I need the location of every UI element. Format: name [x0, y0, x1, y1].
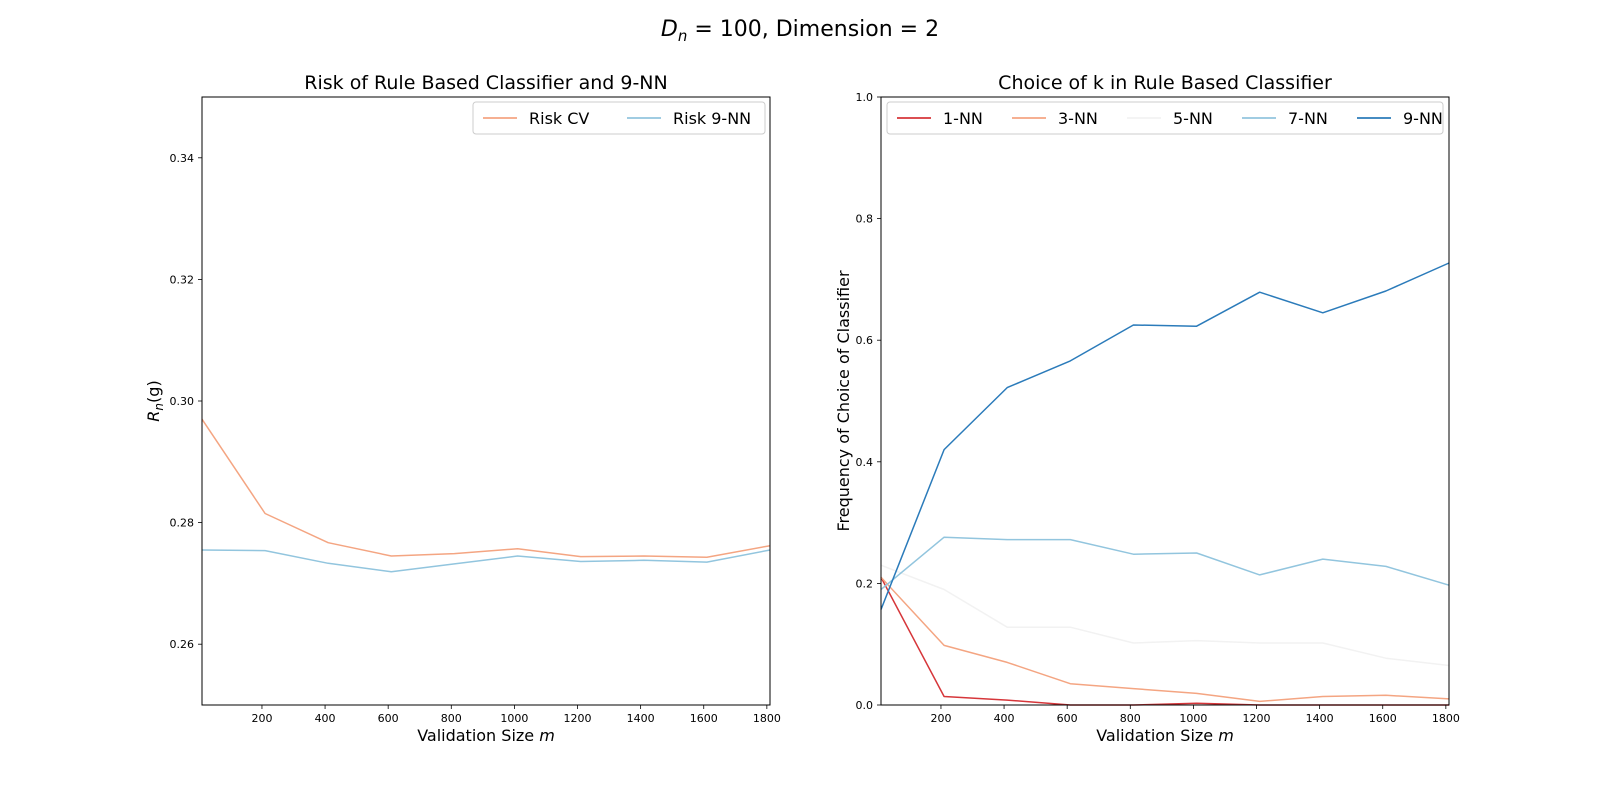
right-legend-label-5-nn: 5-NN	[1173, 109, 1213, 128]
left-x-tick-label: 200	[251, 712, 272, 725]
right-series-line-3-nn	[880, 576, 1450, 703]
right-series-line-5-nn	[880, 564, 1450, 667]
right-x-tick-label: 1000	[1179, 712, 1207, 725]
left-x-tick-label: 400	[315, 712, 336, 725]
left-axes-frame	[201, 96, 771, 706]
right-x-tick-label: 1400	[1306, 712, 1334, 725]
left-chart-panel: Risk of Rule Based Classifier and 9-NN 2…	[144, 72, 781, 745]
right-y-tick-label: 0.0	[856, 699, 874, 712]
left-x-tick-label: 1400	[627, 712, 655, 725]
left-legend: Risk CV Risk 9-NN	[472, 101, 766, 135]
left-y-tick-label: 0.26	[170, 638, 195, 651]
left-y-tick-label: 0.32	[170, 273, 195, 286]
right-y-tick-label: 0.4	[856, 456, 874, 469]
right-series-line-9-nn	[880, 262, 1450, 610]
right-legend-label-7-nn: 7-NN	[1288, 109, 1328, 128]
right-legend: 1-NN 3-NN 5-NN 7-NN 9-NN	[886, 101, 1444, 135]
right-y-tick-label: 0.8	[856, 213, 874, 226]
left-y-tick-label: 0.28	[170, 517, 195, 530]
figure-suptitle: Dn = 100, Dimension = 2	[661, 17, 939, 45]
left-legend-label-risk-9-nn: Risk 9-NN	[673, 109, 751, 128]
right-x-tick-label: 1800	[1432, 712, 1460, 725]
left-plot-area: 200 400 600 800 1000 1200 1400 1600 1800 0.26 0.28…	[170, 152, 781, 725]
right-series-line-7-nn	[880, 536, 1450, 591]
right-x-axis-label: Validation Size m	[1096, 726, 1234, 745]
left-y-axis-label: Rn(g)	[144, 380, 166, 421]
left-x-tick-label: 1000	[500, 712, 528, 725]
left-x-tick-label: 600	[378, 712, 399, 725]
left-x-tick-label: 1600	[690, 712, 718, 725]
right-y-tick-label: 0.6	[856, 334, 874, 347]
right-legend-label-1-nn: 1-NN	[943, 109, 983, 128]
left-legend-label-risk-cv: Risk CV	[529, 109, 589, 128]
left-x-tick-label: 800	[441, 712, 462, 725]
left-y-tick-label: 0.34	[170, 152, 195, 165]
left-legend-frame	[472, 101, 766, 135]
right-x-tick-label: 1600	[1369, 712, 1397, 725]
right-chart-title: Choice of k in Rule Based Classifier	[998, 72, 1332, 94]
right-legend-frame	[886, 101, 1444, 135]
right-x-tick-label: 800	[1120, 712, 1141, 725]
right-y-tick-label: 0.2	[856, 577, 874, 590]
right-plot-area: 200 400 600 800 1000 1200 1400 1600 1800 0.0 0.2 0.…	[856, 91, 1460, 725]
right-y-tick-label: 1.0	[856, 91, 874, 104]
left-x-axis-label: Validation Size m	[417, 726, 555, 745]
right-x-tick-label: 200	[930, 712, 951, 725]
left-chart-title: Risk of Rule Based Classifier and 9-NN	[304, 72, 667, 94]
left-series-line-risk-9-nn	[201, 549, 771, 573]
right-x-tick-label: 400	[994, 712, 1015, 725]
right-legend-label-3-nn: 3-NN	[1058, 109, 1098, 128]
left-x-tick-label: 1200	[564, 712, 592, 725]
left-x-tick-label: 1800	[753, 712, 781, 725]
right-y-axis-label: Frequency of Choice of Classifier	[834, 270, 853, 531]
left-y-tick-label: 0.30	[170, 395, 195, 408]
right-legend-label-9-nn: 9-NN	[1403, 109, 1443, 128]
right-axes-frame	[880, 96, 1450, 706]
left-series-line-risk-cv	[201, 418, 771, 559]
right-x-tick-label: 600	[1057, 712, 1078, 725]
right-x-tick-label: 1200	[1243, 712, 1271, 725]
right-chart-panel: Choice of k in Rule Based Classifier 200…	[834, 72, 1460, 745]
